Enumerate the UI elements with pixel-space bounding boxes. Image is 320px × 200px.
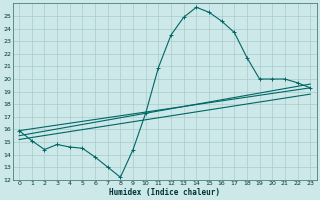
X-axis label: Humidex (Indice chaleur): Humidex (Indice chaleur)	[109, 188, 220, 197]
